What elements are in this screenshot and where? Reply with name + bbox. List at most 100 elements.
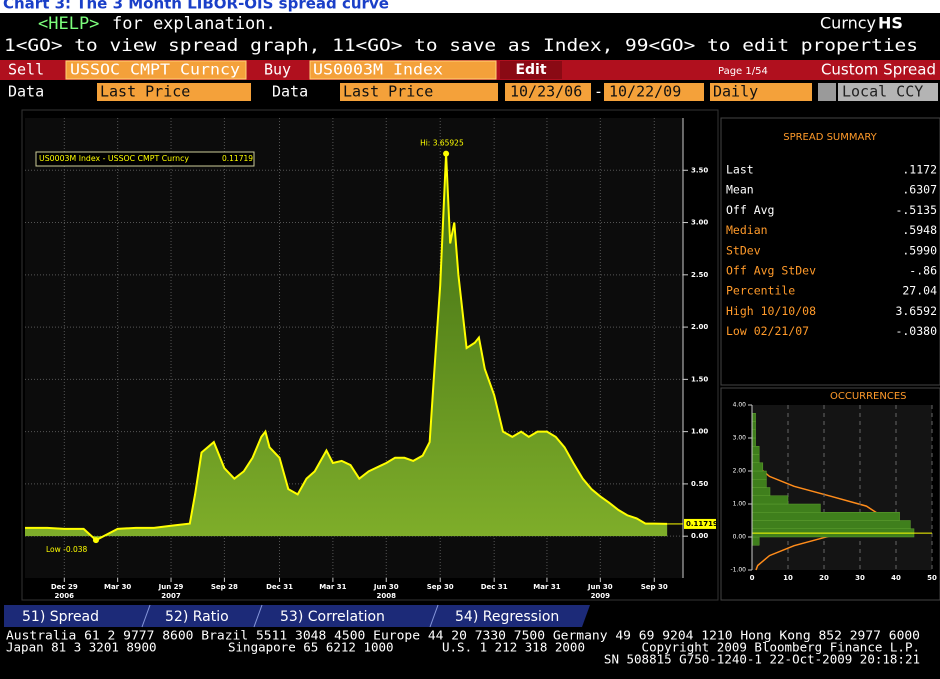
- summary-label: Off Avg StDev: [726, 264, 816, 278]
- end-field[interactable]: [604, 83, 704, 101]
- summary-label: Median: [726, 223, 768, 237]
- instructions: 1<GO> to view spread graph, 11<GO> to sa…: [4, 36, 918, 56]
- summary-value: 3.6592: [895, 304, 937, 318]
- summary-title: SPREAD SUMMARY: [783, 132, 877, 143]
- tab-divider: [429, 604, 439, 628]
- x-tick-label: Mar 31: [533, 583, 560, 591]
- summary-value: -.5135: [895, 203, 937, 217]
- x-tick-label: Mar 30: [104, 583, 131, 591]
- end-date[interactable]: 10/22/09: [609, 83, 681, 101]
- period[interactable]: Daily: [713, 83, 758, 101]
- histogram-bar: [751, 495, 789, 505]
- currency-field[interactable]: [838, 83, 938, 101]
- x-tick-label: 20: [819, 574, 829, 582]
- currency-toggle[interactable]: [818, 83, 836, 101]
- histogram-bar: [751, 503, 821, 513]
- x-tick-label: Mar 31: [319, 583, 346, 591]
- annotation-point: [92, 537, 99, 544]
- help-key[interactable]: <HELP>: [38, 14, 99, 34]
- histogram-bar: [751, 454, 760, 463]
- x-tick-label: Jun 29: [158, 583, 184, 591]
- summary-label: Percentile: [726, 284, 795, 298]
- period-field[interactable]: [710, 83, 812, 101]
- x-tick-label: Jun 30: [373, 583, 399, 591]
- histogram-bar: [751, 446, 760, 455]
- summary-value: .1172: [902, 163, 937, 177]
- code-bold: HS: [878, 14, 903, 33]
- page-number: Page 1/54: [718, 66, 768, 77]
- edit-button[interactable]: [500, 61, 562, 79]
- legend-box: [35, 151, 255, 167]
- currency[interactable]: Local CCY: [842, 83, 923, 101]
- summary-panel: [720, 117, 940, 386]
- y-tick-label: -1.00: [730, 567, 746, 574]
- tab-divider: [253, 604, 263, 628]
- histogram-bar: [751, 479, 767, 488]
- footer-contact: Japan 81 3 3201 8900: [6, 640, 157, 655]
- buy-field[interactable]: [309, 60, 497, 80]
- year-label: 2009: [591, 592, 611, 600]
- y-tick-label: 0.00: [691, 532, 708, 540]
- serial: SN 508815 G750-1240-1 22-Oct-2009 20:18:…: [604, 652, 920, 667]
- year-label: 2007: [161, 592, 181, 600]
- y-tick-label: 3.00: [733, 435, 747, 442]
- data1-label: Data: [8, 83, 44, 101]
- data2-field[interactable]: [340, 83, 498, 101]
- histogram-bar: [751, 487, 771, 496]
- x-tick-label: Dec 31: [481, 583, 508, 591]
- code: Curncy: [820, 14, 876, 33]
- buy-value[interactable]: US0003M Index: [313, 61, 443, 79]
- histogram-bar: [751, 429, 756, 439]
- sell-field[interactable]: [65, 60, 247, 80]
- occurrences-plot: [752, 405, 932, 570]
- x-tick-label: Jun 30: [587, 583, 613, 591]
- tab[interactable]: 53) Correlation: [280, 609, 385, 625]
- y-tick-label: 0.00: [733, 534, 747, 541]
- y-tick-label: 3.00: [691, 219, 708, 227]
- histogram-bar: [751, 512, 900, 521]
- edit-label[interactable]: Edit: [515, 62, 546, 78]
- mode: Custom Spread: [821, 61, 936, 79]
- x-tick-label: 40: [891, 574, 901, 582]
- summary-value: 27.04: [902, 284, 937, 298]
- last-value-label: 0.11719: [686, 520, 718, 528]
- x-tick-label: 0: [750, 574, 755, 582]
- tab[interactable]: 52) Ratio: [165, 609, 229, 625]
- last-value-tag: [684, 518, 716, 529]
- y-tick-label: 0.50: [691, 480, 708, 488]
- annotation: Low -0.038: [46, 545, 88, 554]
- start-date[interactable]: 10/23/06: [510, 83, 582, 101]
- data1-value[interactable]: Last Price: [100, 83, 190, 101]
- footer-contact: Singapore 65 6212 1000: [228, 640, 394, 655]
- summary-value: .5948: [902, 223, 937, 237]
- copyright: Copyright 2009 Bloomberg Finance L.P.: [642, 640, 920, 655]
- title-strip: [0, 0, 940, 13]
- y-tick-label: 2.00: [733, 468, 747, 475]
- x-tick-label: 10: [783, 574, 793, 582]
- histogram-bar: [751, 462, 764, 472]
- page-title: Chart 3: The 3 Month LIBOR-OIS spread cu…: [3, 0, 389, 13]
- summary-value: .5990: [902, 243, 937, 257]
- legend-name: US0003M Index - USSOC CMPT Curncy: [39, 154, 190, 163]
- x-tick-label: Dec 31: [266, 583, 293, 591]
- y-tick-label: 4.00: [733, 402, 747, 409]
- data1-field[interactable]: [97, 83, 251, 101]
- summary-value: .6307: [902, 183, 937, 197]
- area-fill: [25, 153, 668, 541]
- sell-label: Sell: [8, 61, 44, 79]
- buy-label: Buy: [264, 61, 291, 79]
- sell-value[interactable]: USSOC CMPT Curncy: [70, 61, 240, 79]
- tab-divider: [141, 604, 151, 628]
- footer-contact: U.S. 1 212 318 2000: [442, 640, 585, 655]
- histogram-bar: [751, 437, 756, 447]
- y-tick-label: 2.50: [691, 271, 708, 279]
- y-tick-label: 1.00: [691, 428, 708, 436]
- tab[interactable]: 51) Spread: [22, 609, 99, 625]
- start-field[interactable]: [505, 83, 591, 101]
- data2-value[interactable]: Last Price: [343, 83, 433, 101]
- annotation: Hi: 3.65925: [420, 139, 464, 148]
- summary-value: -.0380: [895, 324, 937, 338]
- tab[interactable]: 54) Regression: [455, 609, 559, 625]
- legend-value: 0.11719: [222, 154, 253, 163]
